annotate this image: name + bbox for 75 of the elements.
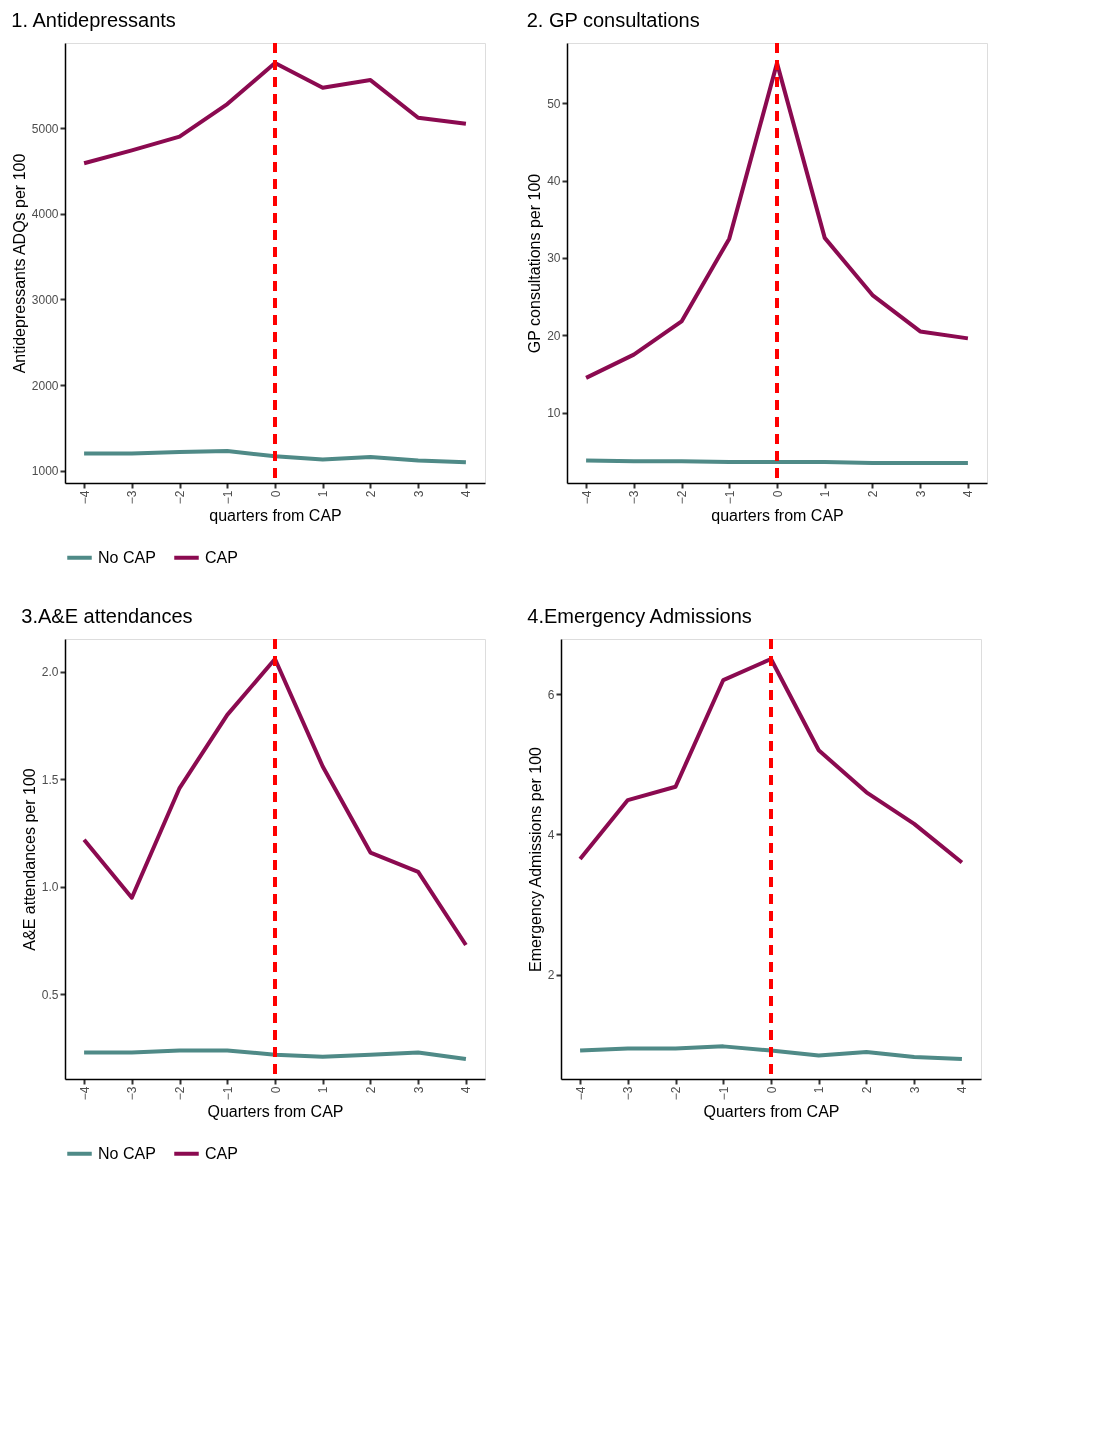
line-series bbox=[82, 449, 468, 465]
x-tick-label: 2 bbox=[363, 490, 378, 498]
line-series bbox=[82, 60, 468, 166]
legend-label: CAP bbox=[205, 1144, 238, 1162]
y-tick-label: 6 bbox=[547, 687, 555, 702]
y-tick-label: 4 bbox=[547, 827, 555, 842]
line-series bbox=[578, 657, 964, 865]
x-tick-label: 3 bbox=[411, 490, 426, 498]
x-axis-title: Quarters from CAP bbox=[703, 1103, 840, 1121]
x-tick-label: −4 bbox=[77, 490, 92, 505]
x-axis-title: Quarters from CAP bbox=[207, 1103, 344, 1121]
x-tick-label: −3 bbox=[627, 490, 642, 505]
y-tick-label: 2.0 bbox=[41, 665, 59, 680]
y-axis-title: Emergency Admissions per 100 bbox=[526, 746, 544, 972]
x-tick-label: 0 bbox=[268, 1086, 283, 1094]
x-tick-label: −4 bbox=[573, 1086, 588, 1101]
y-tick-label: 40 bbox=[547, 174, 561, 189]
x-tick-label: −1 bbox=[220, 1086, 235, 1101]
y-tick-label: 30 bbox=[547, 251, 561, 266]
x-tick-label: −3 bbox=[125, 1086, 140, 1101]
x-tick-label: −3 bbox=[621, 1086, 636, 1101]
chart-title: 4.Emergency Admissions bbox=[527, 605, 752, 627]
y-tick-label: 1000 bbox=[31, 464, 59, 479]
x-tick-label: 0 bbox=[770, 490, 785, 498]
x-tick-label: −4 bbox=[77, 1086, 92, 1101]
x-tick-label: −1 bbox=[220, 490, 235, 505]
x-tick-label: −2 bbox=[173, 490, 188, 505]
x-tick-label: −4 bbox=[579, 490, 594, 505]
x-tick-label: −2 bbox=[173, 1086, 188, 1101]
x-tick-label: 2 bbox=[865, 490, 880, 498]
y-tick-label: 5000 bbox=[31, 121, 59, 136]
x-axis-title: quarters from CAP bbox=[711, 507, 844, 525]
x-tick-label: −2 bbox=[669, 1086, 684, 1101]
x-tick-label: 4 bbox=[459, 490, 474, 498]
line-series bbox=[578, 1044, 964, 1061]
y-tick-label: 1.5 bbox=[41, 772, 59, 787]
y-tick-label: 3000 bbox=[31, 292, 59, 307]
x-tick-label: 4 bbox=[459, 1086, 474, 1094]
y-axis-title: GP consultations per 100 bbox=[526, 173, 544, 354]
x-tick-label: 1 bbox=[812, 1086, 827, 1094]
y-axis-title: A&E attendances per 100 bbox=[20, 768, 38, 951]
x-tick-label: 3 bbox=[913, 490, 928, 498]
legend-label: No CAP bbox=[98, 1144, 156, 1162]
x-axis-title: quarters from CAP bbox=[209, 507, 342, 525]
legend-label: CAP bbox=[205, 548, 238, 566]
y-tick-label: 10 bbox=[547, 406, 561, 421]
x-tick-label: 2 bbox=[859, 1086, 874, 1094]
y-tick-label: 1.0 bbox=[41, 880, 59, 895]
x-tick-label: 2 bbox=[363, 1086, 378, 1094]
x-tick-label: 0 bbox=[268, 490, 283, 498]
y-tick-label: 50 bbox=[547, 96, 561, 111]
chart-title: 3.A&E attendances bbox=[21, 605, 193, 627]
y-tick-label: 2000 bbox=[31, 378, 59, 393]
x-tick-label: 4 bbox=[961, 490, 976, 498]
x-tick-label: 3 bbox=[907, 1086, 922, 1094]
y-tick-label: 2 bbox=[547, 968, 555, 983]
x-tick-label: 1 bbox=[316, 490, 331, 498]
x-tick-label: 3 bbox=[411, 1086, 426, 1094]
x-tick-label: 1 bbox=[818, 490, 833, 498]
line-series bbox=[82, 657, 468, 948]
y-axis-title: Antidepressants ADQs per 100 bbox=[10, 153, 28, 374]
x-tick-label: 4 bbox=[955, 1086, 970, 1094]
y-tick-label: 4000 bbox=[31, 207, 59, 222]
x-tick-label: −2 bbox=[675, 490, 690, 505]
chart-title: 1. Antidepressants bbox=[11, 9, 176, 31]
x-tick-label: 0 bbox=[764, 1086, 779, 1094]
x-tick-label: −1 bbox=[716, 1086, 731, 1101]
line-series bbox=[82, 1048, 468, 1061]
x-tick-label: −3 bbox=[125, 490, 140, 505]
y-tick-label: 0.5 bbox=[41, 987, 59, 1002]
x-tick-label: −1 bbox=[722, 490, 737, 505]
x-tick-label: 1 bbox=[316, 1086, 331, 1094]
y-tick-label: 20 bbox=[547, 328, 561, 343]
chart-title: 2. GP consultations bbox=[526, 9, 700, 31]
legend-label: No CAP bbox=[98, 548, 156, 566]
